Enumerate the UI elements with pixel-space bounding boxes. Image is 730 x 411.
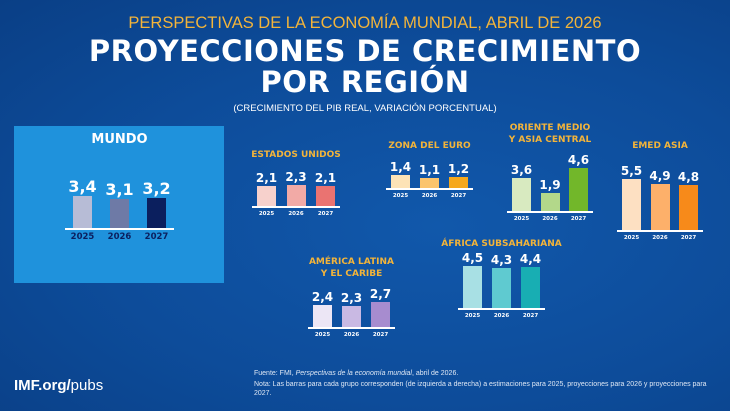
footnotes: Fuente: FMI, Perspectivas de la economía… <box>254 369 714 398</box>
bar <box>463 266 482 308</box>
data-label: 3,2 <box>142 179 171 199</box>
data-label: 4,6 <box>567 153 590 168</box>
title-line-2: POR REGIÓN <box>260 65 470 99</box>
bar <box>650 184 670 230</box>
year-label: 2027 <box>450 193 467 199</box>
baseline <box>252 206 340 208</box>
data-label: 4,5 <box>461 251 484 266</box>
bar <box>521 267 540 308</box>
year-label: 2026 <box>107 232 132 242</box>
bar <box>622 178 641 230</box>
bar <box>342 305 361 327</box>
data-label: 4,4 <box>519 252 542 267</box>
baseline <box>458 308 545 310</box>
bar <box>492 268 511 308</box>
data-label: 2,1 <box>255 171 278 186</box>
year-label: 2026 <box>652 235 668 241</box>
year-label: 2025 <box>464 313 481 319</box>
data-label: 5,5 <box>620 163 643 178</box>
panel-title: EMED ASIA <box>632 141 688 151</box>
year-label: 2025 <box>623 235 640 241</box>
title-line-1: PROYECCIONES DE CRECIMIENTO <box>88 34 642 68</box>
year-label: 2026 <box>493 313 510 319</box>
data-label: 4,9 <box>649 169 671 184</box>
bar <box>679 185 698 230</box>
source-note: Fuente: FMI, Perspectivas de la economía… <box>254 369 714 378</box>
year-label: 2027 <box>372 332 389 338</box>
page-title: PROYECCIONES DE CRECIMIENTO POR REGIÓN <box>0 36 730 98</box>
bar <box>257 186 276 206</box>
data-label: 1,2 <box>447 161 470 176</box>
year-label: 2026 <box>343 332 360 338</box>
year-label: 2025 <box>70 232 95 242</box>
data-label: 2,3 <box>340 290 363 305</box>
imf-logo-link[interactable]: IMF.org/pubs <box>14 377 103 394</box>
data-label: 3,4 <box>68 177 97 197</box>
data-label: 3,6 <box>510 162 533 177</box>
year-label: 2027 <box>144 232 169 242</box>
source-suffix: , abril de 2026. <box>411 370 459 377</box>
bar <box>540 193 560 211</box>
bar <box>569 168 588 211</box>
bar <box>420 177 439 188</box>
data-label: 2,4 <box>311 289 334 304</box>
baseline <box>507 211 593 213</box>
bar <box>316 186 335 206</box>
bar <box>512 177 531 211</box>
bar <box>449 176 468 188</box>
data-label: 3,1 <box>105 180 134 200</box>
panel-title: ORIENTE MEDIO Y ASIA CENTRAL <box>508 123 592 145</box>
data-label: 1,1 <box>418 162 441 177</box>
panel-title: ZONA DEL EURO <box>388 141 471 151</box>
logo-light: pubs <box>70 377 104 394</box>
bars-note: Nota: Las barras para cada grupo corresp… <box>254 381 707 397</box>
baseline <box>308 327 395 329</box>
bar <box>371 301 390 327</box>
year-label: 2027 <box>680 235 697 241</box>
data-label: 1,9 <box>539 178 561 193</box>
panel-title: ÁFRICA SUBSAHARIANA <box>441 239 562 249</box>
panel-title: MUNDO <box>91 132 148 147</box>
data-label: 4,8 <box>677 170 700 185</box>
year-label: 2025 <box>392 193 409 199</box>
year-label: 2026 <box>542 216 558 222</box>
source-prefix: Fuente: FMI, <box>254 370 296 377</box>
year-label: 2027 <box>570 216 587 222</box>
subtitle: (CRECIMIENTO DEL PIB REAL, VARIACIÓN POR… <box>233 103 497 114</box>
logo-bold: IMF.org/ <box>14 377 71 394</box>
year-label: 2026 <box>421 193 438 199</box>
data-label: 1,4 <box>389 159 412 174</box>
data-label: 2,3 <box>285 169 307 184</box>
data-label: 4,3 <box>490 253 513 267</box>
year-label: 2026 <box>288 211 304 217</box>
source-title: Perspectivas de la economía mundial <box>295 370 412 377</box>
year-label: 2025 <box>258 211 275 217</box>
data-label: 2,1 <box>314 171 337 186</box>
panel-title: ESTADOS UNIDOS <box>251 150 341 160</box>
bar <box>110 199 129 228</box>
panel-title: AMÉRICA LATINA Y EL CARIBE <box>308 257 395 279</box>
supertitle: PERSPECTIVAS DE LA ECONOMÍA MUNDIAL, ABR… <box>128 14 602 32</box>
year-label: 2025 <box>314 332 331 338</box>
bar <box>313 304 332 327</box>
bar <box>286 184 306 206</box>
year-label: 2025 <box>513 216 530 222</box>
baseline <box>386 188 473 190</box>
data-label: 2,7 <box>369 286 392 301</box>
bar <box>391 174 410 188</box>
bar <box>73 196 92 228</box>
bar <box>147 198 166 228</box>
year-label: 2027 <box>522 313 539 319</box>
baseline <box>65 228 174 230</box>
year-label: 2027 <box>317 211 334 217</box>
baseline <box>617 230 703 232</box>
